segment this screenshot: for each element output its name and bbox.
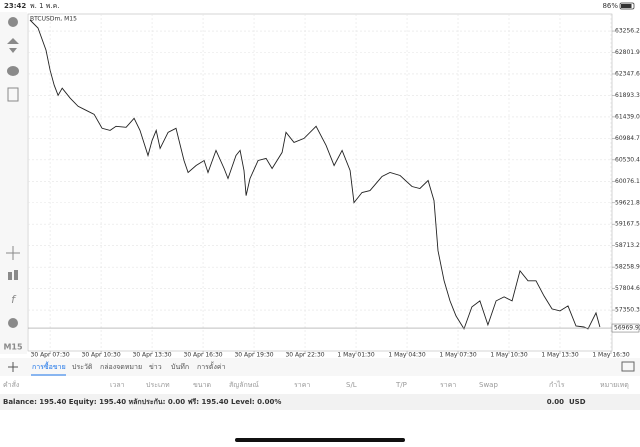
column-title: ราคา bbox=[440, 381, 456, 389]
y-tick-label: 63256.20 bbox=[615, 28, 640, 35]
status-time: 23:42 bbox=[4, 2, 26, 10]
x-tick-label: 1 May 13:30 bbox=[541, 352, 579, 359]
trade-icon[interactable] bbox=[7, 38, 19, 53]
x-tick-label: 1 May 01:30 bbox=[337, 352, 375, 359]
battery-level bbox=[621, 4, 632, 8]
tab[interactable]: การซื้อขาย bbox=[32, 360, 66, 371]
tab[interactable]: ข่าว bbox=[149, 363, 162, 371]
column-title: หมายเหตุ bbox=[600, 381, 629, 389]
layout-button[interactable] bbox=[621, 361, 635, 372]
bid-label: 56969.93 bbox=[614, 325, 640, 332]
y-tick-label: 58258.90 bbox=[615, 264, 640, 271]
column-title: กำไร bbox=[549, 380, 565, 389]
column-title: S/L bbox=[346, 381, 357, 389]
tab[interactable]: กล่องจดหมาย bbox=[100, 363, 142, 371]
column-title: เวลา bbox=[110, 381, 125, 389]
y-tick-label: 57350.30 bbox=[615, 307, 640, 314]
y-tick-label: 61439.00 bbox=[615, 113, 640, 120]
home-indicator bbox=[235, 438, 405, 442]
chart-type-icon-2[interactable] bbox=[14, 270, 18, 280]
x-tick-label: 30 Apr 19:30 bbox=[234, 352, 273, 359]
add-button[interactable] bbox=[8, 362, 18, 372]
tab-bar bbox=[0, 358, 640, 376]
balance-text: Balance: 195.40 Equity: 195.40 หลักประกั… bbox=[3, 398, 281, 406]
x-tick-label: 1 May 16:30 bbox=[592, 352, 630, 359]
symbol-label: BTCUSDm, M15 bbox=[30, 16, 77, 23]
column-title: ประเภท bbox=[146, 381, 170, 389]
indicator-icon[interactable]: f bbox=[11, 293, 17, 306]
y-tick-label: 61893.30 bbox=[615, 92, 640, 99]
chart-frame bbox=[27, 13, 613, 352]
balance-row bbox=[0, 394, 640, 410]
y-tick-label: 62801.90 bbox=[615, 49, 640, 56]
x-tick-label: 30 Apr 22:30 bbox=[285, 352, 324, 359]
y-tick-label: 57804.60 bbox=[615, 285, 640, 292]
new-order-icon[interactable] bbox=[7, 87, 19, 102]
x-tick-label: 30 Apr 13:30 bbox=[133, 352, 172, 359]
chat-icon[interactable] bbox=[7, 66, 19, 76]
column-title: Swap bbox=[479, 381, 498, 389]
x-tick-label: 1 May 04:30 bbox=[388, 352, 426, 359]
x-tick-label: 30 Apr 16:30 bbox=[184, 352, 223, 359]
tab[interactable]: การตั้งค่า bbox=[197, 360, 226, 371]
timeframe-button[interactable]: M15 bbox=[3, 343, 23, 352]
bid-label-box bbox=[611, 323, 640, 333]
column-title: T/P bbox=[395, 381, 407, 389]
column-title: สัญลักษณ์ bbox=[229, 381, 259, 389]
battery-icon bbox=[619, 2, 635, 10]
column-title: ราคา bbox=[294, 381, 310, 389]
currency: USD bbox=[569, 398, 586, 406]
y-tick-label: 59621.80 bbox=[615, 199, 640, 206]
y-tick-label: 59167.50 bbox=[615, 221, 640, 228]
status-battery: 86% bbox=[602, 2, 618, 10]
column-title: ขนาด bbox=[193, 381, 211, 389]
x-tick-label: 30 Apr 07:30 bbox=[31, 352, 70, 359]
price-line bbox=[29, 19, 601, 330]
y-tick-label: 60984.70 bbox=[615, 135, 640, 142]
status-date: พ. 1 พ.ค. bbox=[30, 2, 60, 10]
plot: 63256.20 62801.90 62347.60 61893.30 61439.00… bbox=[28, 14, 640, 359]
y-tick-label: 60530.40 bbox=[615, 156, 640, 163]
objects-icon[interactable] bbox=[8, 318, 18, 328]
y-tick-label: 62347.60 bbox=[615, 70, 640, 77]
y-tick-label: 58713.20 bbox=[615, 242, 640, 249]
x-tick-label: 1 May 07:30 bbox=[439, 352, 477, 359]
chart-type-icon[interactable] bbox=[8, 272, 12, 280]
y-tick-label: 60076.10 bbox=[615, 178, 640, 185]
column-title: คำสั่ง bbox=[3, 380, 19, 389]
column-header: คำสั่ง เวลา ประเภท ขนาด สัญลักษณ์ ราคา S/L T/P ร… bbox=[3, 380, 629, 389]
tab[interactable]: บันทึก bbox=[171, 362, 189, 371]
crosshair-icon[interactable] bbox=[6, 246, 20, 260]
tabs: การซื้อขาย ประวัติ กล่องจดหมาย ข่าว บันทึก กา… bbox=[31, 360, 226, 376]
profit-total: 0.00 bbox=[547, 398, 564, 406]
account-icon[interactable] bbox=[8, 17, 18, 27]
tab[interactable]: ประวัติ bbox=[72, 363, 93, 371]
x-tick-label: 1 May 10:30 bbox=[490, 352, 528, 359]
x-tick-label: 30 Apr 10:30 bbox=[82, 352, 121, 359]
